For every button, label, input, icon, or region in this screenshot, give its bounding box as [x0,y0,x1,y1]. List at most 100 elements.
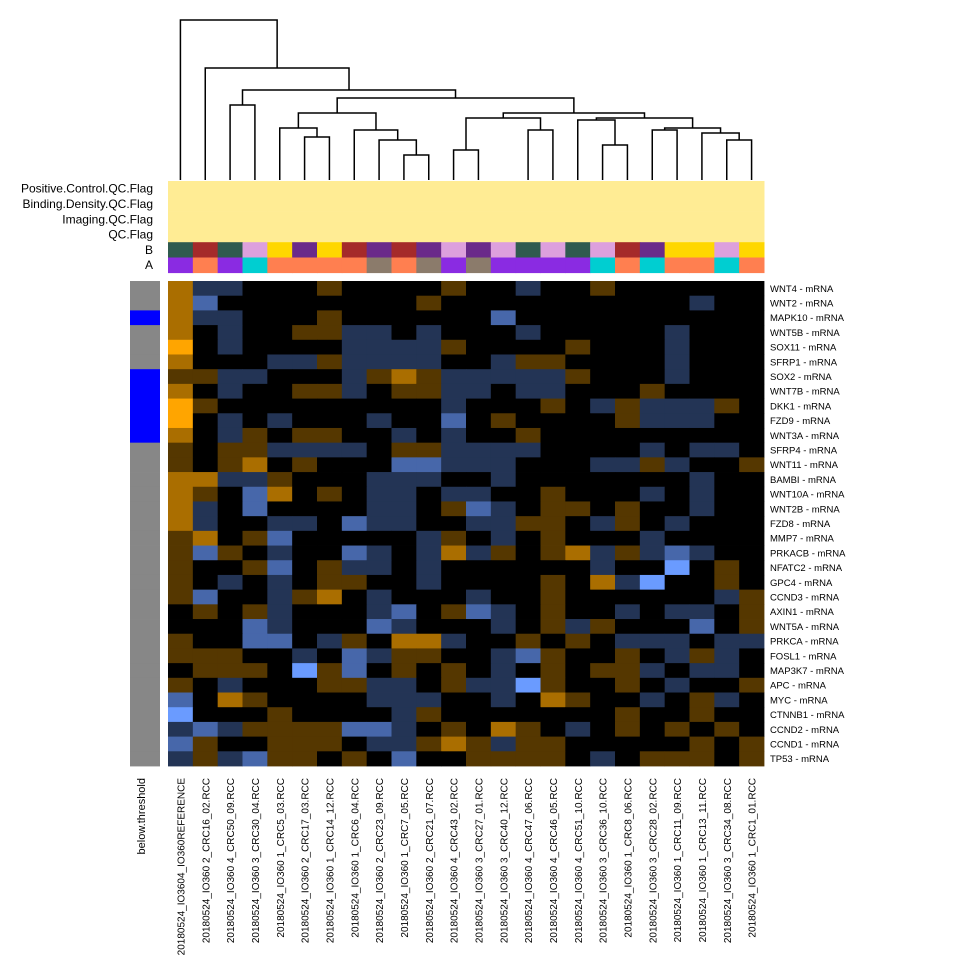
heatmap-cell [366,619,392,635]
annotation-cell [292,257,318,274]
heatmap-cell [615,486,641,502]
heatmap-cell [341,736,368,752]
heatmap-cell [689,663,715,679]
heatmap-cell [466,295,492,311]
heatmap-cell [168,457,194,473]
heatmap-cell [217,486,243,502]
heatmap-cell [466,721,492,738]
heatmap-cell [739,707,765,723]
heatmap-cell [341,574,368,591]
annotation-cell [416,242,442,258]
heatmap-cell [565,604,591,620]
heatmap-cell [565,369,591,385]
annotation-cell [391,181,417,197]
heatmap-cell [466,633,492,649]
heatmap-cell [317,721,343,738]
heatmap-cell [317,692,343,708]
heatmap-cell [664,310,690,326]
annotation-cell [416,211,442,228]
heatmap-cell [515,281,541,297]
heatmap-cell [292,295,318,311]
heatmap-cell [192,633,219,649]
heatmap-cell [416,310,442,326]
heatmap-cell [242,619,268,635]
heatmap-cell [366,427,392,444]
heatmap-cell [714,472,740,488]
row-label: WNT5B - mRNA [770,328,840,339]
heatmap-cell [639,707,666,723]
annotation-cell [267,196,293,212]
heatmap-cell [466,501,492,517]
heatmap-cell [639,354,666,370]
annotation-cell [391,211,417,228]
heatmap-cell [590,707,616,723]
heatmap-cell [416,383,442,399]
heatmap-cell [391,369,417,385]
heatmap-cell [490,545,517,561]
heatmap-cell [341,560,368,576]
heatmap-cell [217,574,243,591]
heatmap-cell [615,707,641,723]
heatmap-cell [515,310,541,326]
heatmap-cell [168,339,194,355]
heatmap-cell [515,325,541,341]
heatmap-cell [391,721,417,738]
heatmap-cell [317,560,343,576]
heatmap-cell [168,281,194,297]
heatmap-cell [416,677,442,693]
heatmap-cell [292,692,318,708]
heatmap-cell [565,751,591,767]
heatmap-cell [615,604,641,620]
heatmap-cell [466,442,492,458]
heatmap-cell [416,663,442,679]
heatmap-cell [590,589,616,605]
annotation-label: Positive.Control.QC.Flag [21,182,153,196]
annotation-cell [689,242,715,258]
heatmap-cell [317,295,343,311]
heatmap-cell [639,721,666,738]
heatmap-cell [416,619,442,635]
heatmap-cell [540,472,566,488]
heatmap-cell [466,604,492,620]
heatmap-cell [168,354,194,370]
annotation-label: Imaging.QC.Flag [62,212,153,226]
heatmap-cell [639,442,666,458]
heatmap-cell [217,472,243,488]
annotation-cell [714,196,740,212]
annotation-cell [416,257,442,274]
heatmap-cell [714,427,740,444]
heatmap-cell [366,472,392,488]
annotation-cell [168,211,194,228]
annotation-cell [366,196,392,212]
heatmap-cell [565,574,591,591]
heatmap-cell [565,398,591,414]
heatmap-cell [714,692,740,708]
heatmap-cell [217,692,243,708]
heatmap-cell [689,442,715,458]
row-label: PRKACB - mRNA [770,548,846,559]
heatmap-cell [739,442,765,458]
heatmap-cell [366,398,392,414]
dendrogram-branch [465,117,542,150]
heatmap-cell [466,751,492,767]
heatmap-cell [192,560,219,576]
heatmap-cell [192,648,219,664]
heatmap-cell [341,486,368,502]
heatmap-cell [689,633,715,649]
heatmap-cell [441,648,467,664]
heatmap-cell [565,736,591,752]
heatmap-cell [366,589,392,605]
heatmap-cell [317,442,343,458]
annotation-cell [441,211,467,228]
heatmap-cell [565,457,591,473]
row-label: SFRP1 - mRNA [770,357,838,368]
column-label: 20180524_IO360 1_CRC6_04.RCC [350,778,361,938]
heatmap-cell [540,398,566,414]
heatmap-cell [739,574,765,591]
heatmap-cell [168,663,194,679]
heatmap-cell [267,530,293,546]
heatmap-cell [366,516,392,532]
heatmap-cell [441,619,467,635]
annotation-cell [664,211,690,228]
heatmap-cell [739,383,765,399]
